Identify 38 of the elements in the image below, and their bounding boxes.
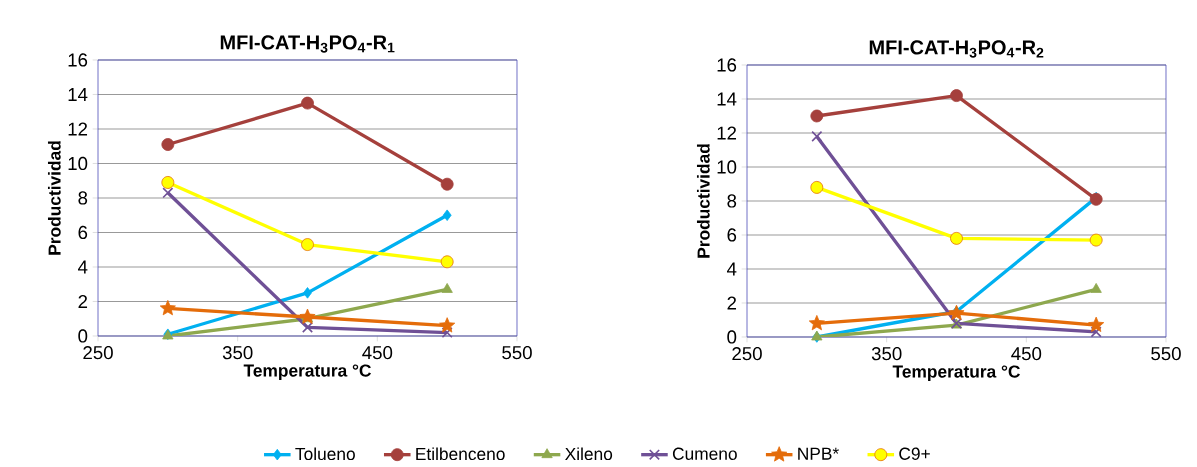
legend-label: NPB*: [798, 447, 839, 460]
x-tick-label: 450: [362, 345, 393, 360]
legend-label: Cumeno: [672, 447, 737, 460]
y-tick-label: 16: [68, 53, 88, 67]
legend-label: Tolueno: [295, 447, 355, 460]
y-tick-label: 10: [717, 160, 737, 174]
x-axis-title: Temperatura °C: [243, 364, 371, 380]
y-axis-title: Productividad: [47, 141, 61, 255]
y-tick-label: 14: [68, 87, 88, 101]
y-tick-label: 8: [78, 191, 88, 205]
y-tick-label: 4: [726, 262, 737, 276]
y-tick-label: 6: [78, 225, 88, 239]
y-tick-label: 6: [727, 228, 737, 242]
x-axis-title: Temperatura °C: [892, 365, 1020, 381]
chart-title: MFI-CAT-H$_{3}$PO$_{4}$-R$_{1}$: [220, 35, 395, 53]
x-tick-label: 550: [502, 345, 532, 360]
y-tick-label: 10: [68, 156, 88, 170]
x-tick-label: 550: [1151, 346, 1181, 361]
x-tick-label: 350: [871, 346, 902, 361]
y-tick-label: 12: [717, 126, 737, 140]
y-axis-title: Productividad: [696, 144, 710, 258]
legend-label: C9+: [899, 447, 930, 460]
x-tick-label: 450: [1011, 346, 1042, 361]
y-tick-label: 4: [78, 260, 88, 274]
x-tick-label: 250: [732, 346, 762, 361]
x-tick-label: 250: [83, 345, 113, 360]
y-tick-label: 0: [78, 329, 88, 343]
y-tick-label: 2: [78, 294, 88, 308]
y-tick-label: 12: [68, 122, 88, 136]
legend-label: Etilbenceno: [416, 447, 505, 460]
chart-title: MFI-CAT-H$_{3}$PO$_{4}$-R$_{2}$: [869, 40, 1044, 58]
y-tick-label: 0: [727, 330, 737, 344]
y-tick-label: 2: [727, 296, 737, 310]
y-tick-label: 14: [717, 92, 737, 106]
y-tick-label: 8: [727, 194, 737, 208]
x-tick-label: 350: [222, 345, 253, 360]
y-tick-label: 16: [717, 58, 737, 72]
legend-label: Xileno: [565, 447, 613, 460]
